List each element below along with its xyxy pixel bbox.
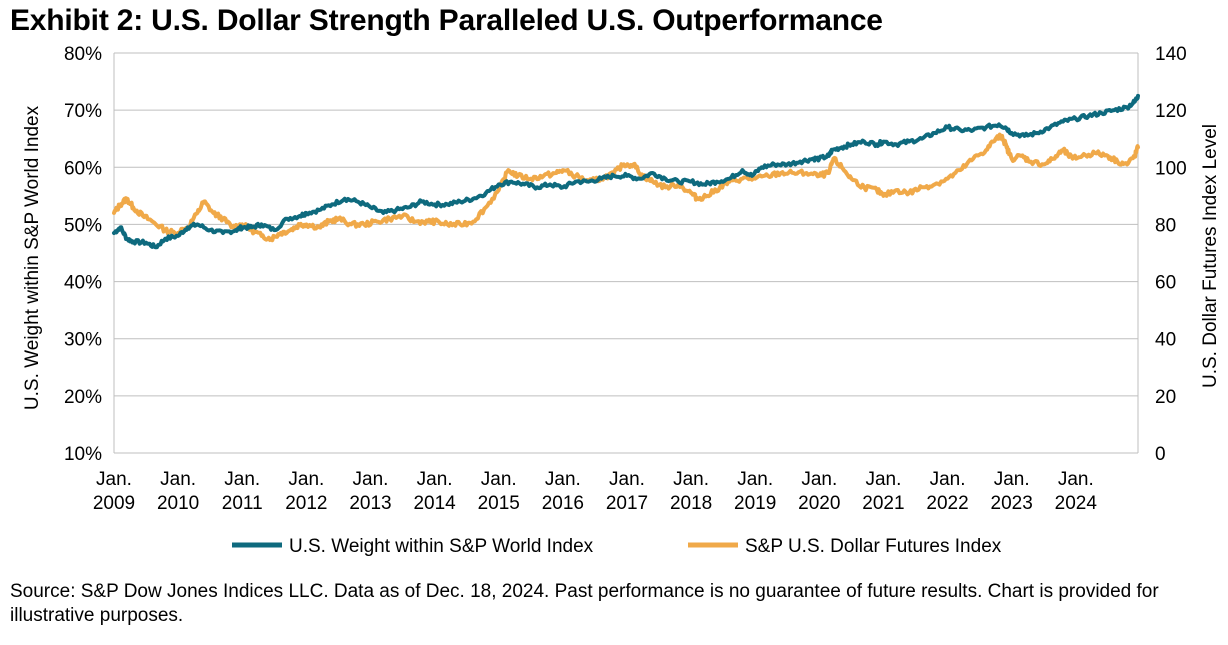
x-tick-label: Jan. — [737, 469, 773, 490]
left-tick-label: 60% — [64, 158, 102, 179]
legend-label-dollar: S&P U.S. Dollar Futures Index — [745, 536, 1002, 557]
x-tick-label: Jan. — [609, 469, 645, 490]
x-tick-label: Jan. — [930, 469, 966, 490]
x-tick-label: 2011 — [222, 493, 263, 514]
x-tick-label: 2010 — [157, 493, 199, 514]
x-tick-label: 2024 — [1055, 493, 1098, 514]
y-axis-label-left: U.S. Weight within S&P World Index — [22, 105, 43, 410]
series-line-dollar-futures — [112, 132, 1140, 243]
source-note: Source: S&P Dow Jones Indices LLC. Data … — [10, 581, 1159, 626]
x-tick-label: 2021 — [862, 493, 904, 514]
left-tick-label: 20% — [64, 387, 102, 408]
legend: U.S. Weight within S&P World Index S&P U… — [232, 536, 1002, 557]
y-axis-label-right: U.S. Dollar Futures Index Level — [1200, 124, 1221, 388]
x-tick-label: 2015 — [478, 493, 520, 514]
x-tick-label: 2018 — [670, 493, 712, 514]
x-axis-ticks: Jan. 2009 Jan. 2010 Jan. 2011 Jan. 2012 Jan. 2013… — [93, 469, 1098, 514]
left-tick-label: 30% — [64, 330, 102, 351]
x-tick-label: Jan. — [994, 469, 1030, 490]
grid-lines — [113, 52, 1139, 454]
x-tick-label: Jan. — [96, 469, 132, 490]
x-tick-label: 2020 — [798, 493, 840, 514]
x-tick-label: Jan. — [865, 469, 901, 490]
right-axis-ticks: 0 20 40 60 80 100 120 140 — [1155, 44, 1187, 465]
x-tick-label: 2012 — [285, 493, 327, 514]
x-tick-label: Jan. — [224, 469, 260, 490]
series-lines — [112, 93, 1140, 250]
right-tick-label: 60 — [1155, 273, 1176, 294]
chart-area: 10% 20% 30% 40% 50% 60% 70% 80% 0 20 40 60 80 100 120… — [22, 44, 1221, 557]
x-tick-label: Jan. — [353, 469, 389, 490]
right-tick-label: 20 — [1155, 387, 1176, 408]
right-tick-label: 100 — [1155, 158, 1187, 179]
left-tick-label: 70% — [64, 101, 102, 122]
legend-label-weight: U.S. Weight within S&P World Index — [289, 536, 594, 557]
x-tick-label: 2014 — [413, 493, 456, 514]
x-tick-label: Jan. — [1058, 469, 1094, 490]
left-tick-label: 40% — [64, 273, 102, 294]
right-tick-label: 80 — [1155, 215, 1176, 236]
x-tick-label: 2019 — [734, 493, 776, 514]
left-tick-label: 10% — [64, 444, 102, 465]
right-tick-label: 140 — [1155, 44, 1187, 65]
x-tick-label: 2022 — [926, 493, 968, 514]
chart-title: Exhibit 2: U.S. Dollar Strength Parallel… — [10, 4, 883, 37]
x-tick-label: Jan. — [545, 469, 581, 490]
right-tick-label: 120 — [1155, 101, 1187, 122]
x-tick-label: 2013 — [349, 493, 391, 514]
series-line-us-weight — [112, 93, 1140, 250]
right-tick-label: 0 — [1155, 444, 1166, 465]
x-tick-label: 2017 — [606, 493, 648, 514]
x-tick-label: Jan. — [288, 469, 324, 490]
x-tick-label: 2009 — [93, 493, 135, 514]
left-tick-label: 50% — [64, 215, 102, 236]
left-tick-label: 80% — [64, 44, 102, 65]
x-tick-label: Jan. — [801, 469, 837, 490]
right-tick-label: 40 — [1155, 330, 1176, 351]
x-tick-label: 2023 — [991, 493, 1033, 514]
x-tick-label: Jan. — [417, 469, 453, 490]
x-tick-label: Jan. — [481, 469, 517, 490]
x-tick-label: 2016 — [542, 493, 584, 514]
x-tick-label: Jan. — [160, 469, 196, 490]
left-axis-ticks: 10% 20% 30% 40% 50% 60% 70% 80% — [64, 44, 102, 465]
x-tick-label: Jan. — [673, 469, 709, 490]
